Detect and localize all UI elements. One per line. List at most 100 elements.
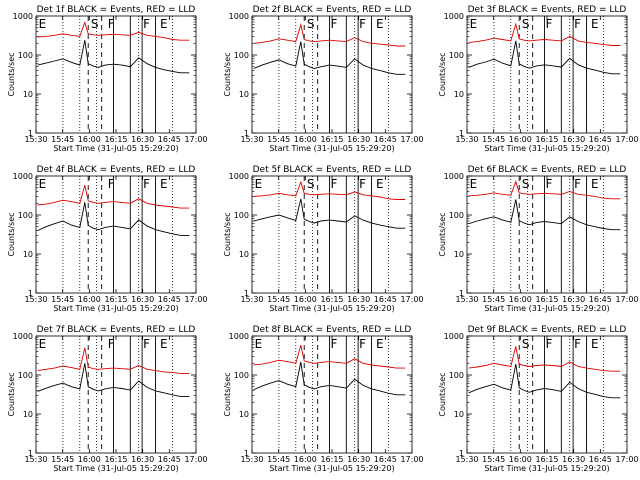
event-marker-label: F	[359, 17, 366, 31]
event-marker-label: E	[160, 17, 168, 31]
panel-title: Det 3f BLACK = Events, RED = LLD	[468, 5, 627, 15]
x-tick-label: 16:15	[104, 295, 127, 304]
y-tick-label: 100	[18, 211, 33, 220]
x-tick-label: 16:00	[509, 295, 532, 304]
y-tick-label: 100	[18, 51, 33, 60]
lld-series-line	[37, 185, 190, 209]
panel-title: Det 1f BLACK = Events, RED = LLD	[37, 5, 196, 15]
event-marker-label: E	[470, 17, 478, 31]
lld-series-line	[468, 180, 621, 200]
event-marker-label: F	[330, 17, 337, 31]
event-marker-label: E	[591, 337, 599, 351]
y-axis-label: Counts/sec	[7, 372, 16, 416]
y-axis-label: Counts/sec	[438, 212, 447, 256]
y-tick-label: 10	[239, 410, 249, 419]
y-tick-label: 1	[28, 289, 33, 298]
x-tick-label: 16:00	[509, 455, 532, 464]
events-series-line	[253, 361, 406, 396]
event-marker-label: E	[160, 177, 168, 191]
plot-frame	[466, 335, 628, 454]
events-series-line	[253, 41, 406, 75]
y-axis-label: Counts/sec	[223, 52, 232, 96]
x-tick-label: 16:45	[158, 295, 181, 304]
events-series-line	[468, 364, 621, 399]
x-tick-label: 15:30	[455, 455, 478, 464]
y-axis-label: Counts/sec	[223, 212, 232, 256]
x-tick-label: 16:15	[104, 455, 127, 464]
panel-title: Det 2f BLACK = Events, RED = LLD	[253, 5, 412, 15]
y-tick-label: 100	[234, 371, 249, 380]
x-axis-label: Start Time (31-Jul-05 15:29:20)	[53, 464, 178, 473]
lld-series-line	[468, 22, 621, 46]
x-tick-label: 16:00	[294, 135, 317, 144]
x-tick-label: 15:45	[51, 135, 74, 144]
y-tick-label: 10	[23, 410, 33, 419]
x-tick-label: 16:00	[78, 455, 101, 464]
x-tick-label: 16:00	[509, 135, 532, 144]
x-tick-label: 16:15	[320, 135, 343, 144]
x-tick-label: 16:45	[589, 455, 612, 464]
x-tick-label: 17:00	[615, 135, 638, 144]
y-tick-label: 1000	[229, 12, 249, 21]
event-marker-label: E	[160, 337, 168, 351]
event-marker-label: F	[574, 177, 581, 191]
x-axis-label: Start Time (31-Jul-05 15:29:20)	[484, 464, 609, 473]
y-tick-label: 10	[239, 250, 249, 259]
x-tick-label: 16:45	[158, 135, 181, 144]
panel-title: Det 4f BLACK = Events, RED = LLD	[37, 165, 196, 175]
y-tick-label: 100	[234, 211, 249, 220]
panel-title: Det 7f BLACK = Events, RED = LLD	[37, 325, 196, 335]
x-tick-label: 16:30	[562, 455, 585, 464]
event-marker-label: F	[574, 337, 581, 351]
x-tick-label: 16:15	[535, 135, 558, 144]
event-marker-label: E	[376, 337, 384, 351]
x-tick-label: 17:00	[184, 135, 207, 144]
lld-series-line	[468, 346, 621, 372]
x-axis-label: Start Time (31-Jul-05 15:29:20)	[484, 144, 609, 153]
event-marker-label: F	[545, 337, 552, 351]
y-axis-label: Counts/sec	[7, 212, 16, 256]
x-tick-label: 15:45	[51, 455, 74, 464]
x-tick-label: 16:15	[104, 135, 127, 144]
event-marker-label: S	[91, 17, 99, 31]
x-tick-label: 16:45	[374, 455, 397, 464]
event-marker-label: E	[39, 337, 47, 351]
x-tick-label: 16:30	[131, 135, 154, 144]
y-tick-label: 1000	[229, 172, 249, 181]
y-tick-label: 1	[244, 289, 249, 298]
y-tick-label: 1	[244, 449, 249, 458]
lld-series-line	[37, 347, 190, 374]
panel-title: Det 9f BLACK = Events, RED = LLD	[468, 325, 627, 335]
event-marker-label: F	[108, 177, 115, 191]
y-tick-label: 100	[18, 371, 33, 380]
y-tick-label: 100	[449, 51, 464, 60]
x-tick-label: 17:00	[400, 295, 423, 304]
x-tick-label: 16:15	[535, 455, 558, 464]
x-tick-label: 15:30	[24, 295, 47, 304]
event-marker-label: S	[522, 177, 530, 191]
plot-frame	[35, 175, 197, 294]
lld-series-line	[253, 345, 406, 369]
x-tick-label: 16:00	[294, 455, 317, 464]
event-marker-label: F	[143, 17, 150, 31]
y-tick-label: 10	[239, 90, 249, 99]
x-tick-label: 15:45	[267, 135, 290, 144]
x-tick-label: 15:30	[455, 295, 478, 304]
x-axis-label: Start Time (31-Jul-05 15:29:20)	[53, 304, 178, 313]
panel-title: Det 5f BLACK = Events, RED = LLD	[253, 165, 412, 175]
x-tick-label: 16:15	[535, 295, 558, 304]
y-tick-label: 1	[459, 129, 464, 138]
x-axis-label: Start Time (31-Jul-05 15:29:20)	[269, 464, 394, 473]
x-tick-label: 16:30	[347, 295, 370, 304]
y-tick-label: 100	[449, 371, 464, 380]
y-tick-label: 10	[454, 90, 464, 99]
x-tick-label: 15:45	[267, 295, 290, 304]
x-tick-label: 17:00	[400, 135, 423, 144]
x-axis-label: Start Time (31-Jul-05 15:29:20)	[484, 304, 609, 313]
